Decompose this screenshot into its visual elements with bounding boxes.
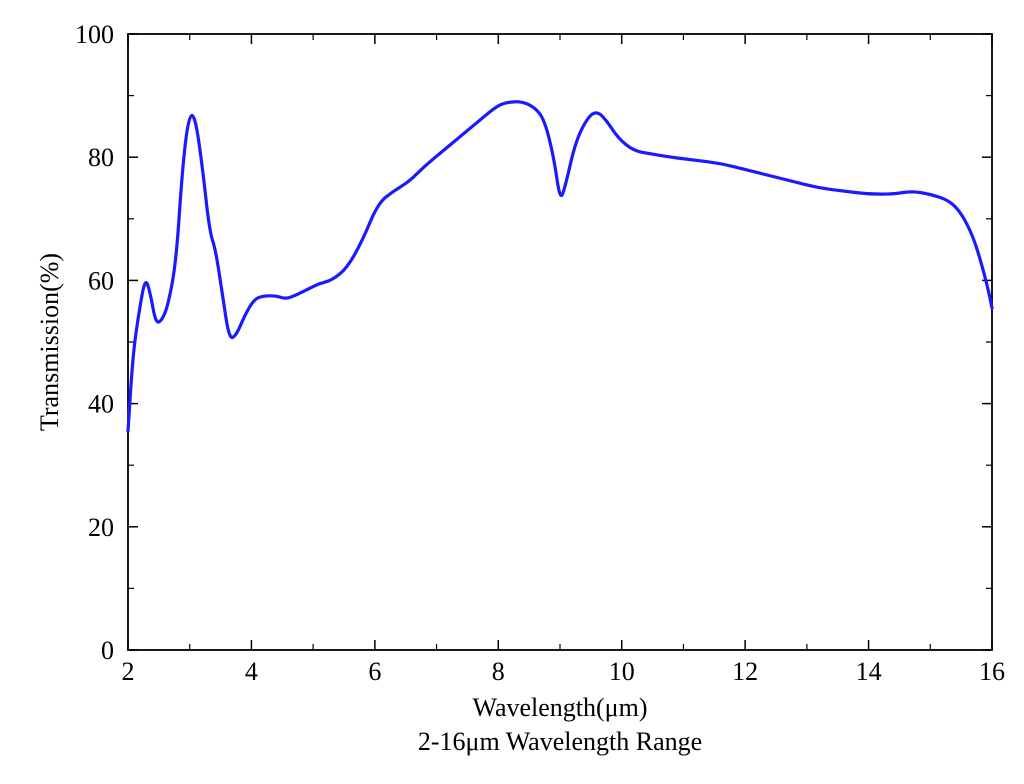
data-line — [128, 102, 992, 432]
x-axis-label: Wavelength(μm) — [472, 693, 647, 722]
x-tick-label: 12 — [732, 657, 758, 686]
y-tick-label: 100 — [75, 20, 114, 49]
x-tick-label: 8 — [492, 657, 505, 686]
chart-subtitle: 2-16μm Wavelength Range — [418, 727, 702, 756]
y-axis-label: Transmission(%) — [35, 253, 64, 431]
plot-frame — [128, 34, 992, 650]
x-tick-label: 10 — [609, 657, 635, 686]
chart-container: 2 4 6 8 10 12 14 16 0 20 40 60 80 100 Wavelength(μm) 2-… — [0, 0, 1024, 784]
y-tick-label: 0 — [101, 636, 114, 665]
x-tick-label: 4 — [245, 657, 258, 686]
y-tick-label: 40 — [88, 390, 114, 419]
x-tick-label: 14 — [856, 657, 882, 686]
transmission-chart: 2 4 6 8 10 12 14 16 0 20 40 60 80 100 Wavelength(μm) 2-… — [0, 0, 1024, 784]
y-tick-label: 60 — [88, 266, 114, 295]
y-tick-label: 80 — [88, 143, 114, 172]
x-tick-label: 2 — [122, 657, 135, 686]
x-tick-label: 16 — [979, 657, 1005, 686]
y-tick-label: 20 — [88, 513, 114, 542]
x-tick-label: 6 — [368, 657, 381, 686]
